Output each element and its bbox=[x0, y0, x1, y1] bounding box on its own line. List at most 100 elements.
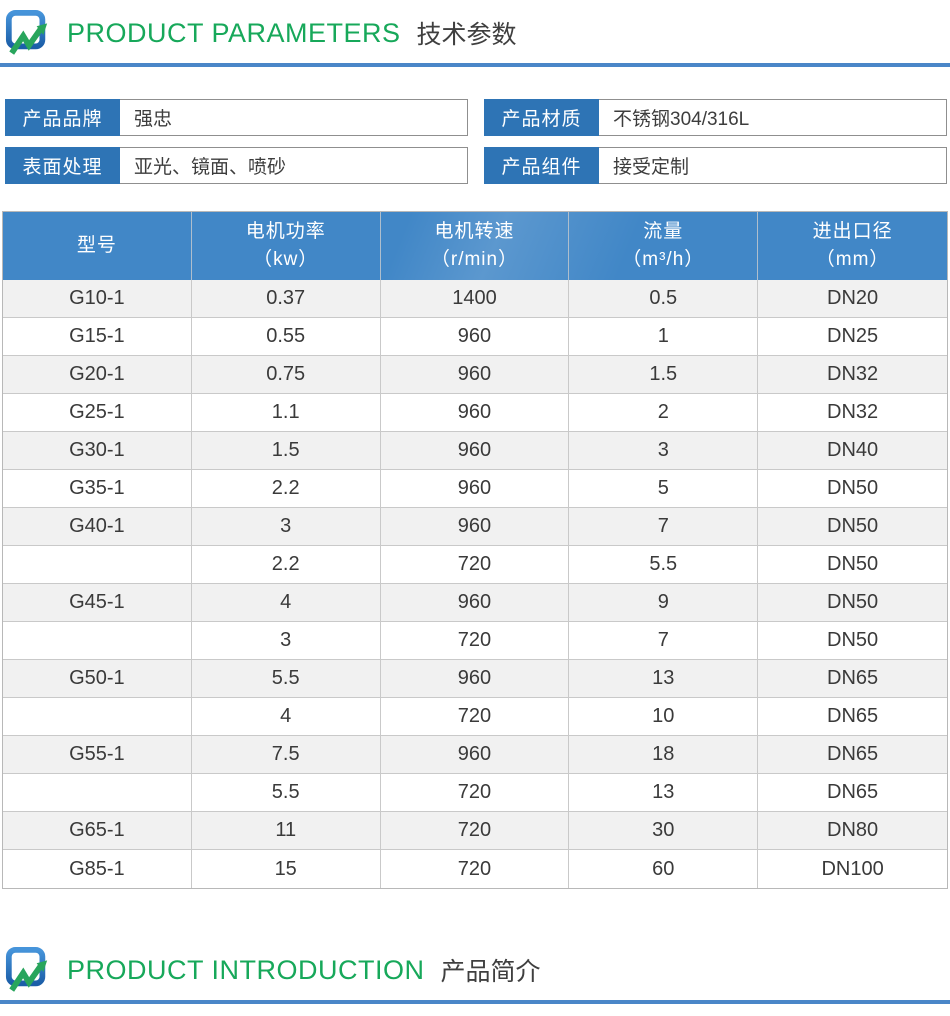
header-cell-power: 电机功率 （kw） bbox=[192, 212, 381, 280]
table-row: G15-1 0.55 960 1 DN25 bbox=[3, 318, 947, 356]
table-cell bbox=[3, 774, 192, 811]
field-label: 产品组件 bbox=[484, 147, 599, 184]
table-cell: G85-1 bbox=[3, 850, 192, 888]
table-cell: 1400 bbox=[381, 280, 570, 317]
table-cell: 13 bbox=[569, 774, 759, 811]
section-title-zh: 产品简介 bbox=[440, 958, 541, 986]
section-head: PRODUCT INTRODUCTION 产品简介 bbox=[0, 937, 950, 993]
section-title-zh: 技术参数 bbox=[416, 21, 517, 49]
table-cell: DN50 bbox=[827, 553, 879, 575]
header-title: 电机转速 bbox=[434, 221, 515, 243]
table-row: G85-1 15 720 60 DN100 bbox=[3, 850, 947, 888]
table-cell: 2.2 bbox=[192, 470, 381, 507]
table-cell: DN32 bbox=[827, 363, 879, 385]
header-unit: （r/min） bbox=[430, 249, 519, 270]
table-cell: DN65 bbox=[827, 743, 879, 765]
table-row: 5.5 720 13 DN65 bbox=[3, 774, 947, 812]
table-cell: DN50 bbox=[827, 477, 879, 499]
header-title: 进出口径 bbox=[812, 221, 893, 243]
table-cell bbox=[3, 546, 192, 583]
table-cell: G45-1 bbox=[3, 584, 192, 621]
section-title-en: PRODUCT PARAMETERS bbox=[67, 17, 401, 48]
table-cell: 5.5 bbox=[569, 546, 759, 583]
header-unit: （kw） bbox=[253, 249, 319, 270]
field-brand: 产品品牌 强忠 bbox=[5, 99, 468, 136]
table-cell: DN25 bbox=[827, 325, 879, 347]
table-row: G35-1 2.2 960 5 DN50 bbox=[3, 470, 947, 508]
field-value: 亚光、镜面、喷砂 bbox=[120, 147, 468, 184]
field-components: 产品组件 接受定制 bbox=[484, 147, 947, 184]
field-label: 产品材质 bbox=[484, 99, 599, 136]
table-cell: 1.5 bbox=[569, 356, 759, 393]
section-divider bbox=[0, 63, 950, 67]
brand-logo-icon bbox=[5, 947, 48, 992]
parameters-section-header: PRODUCT PARAMETERS 技术参数 bbox=[0, 0, 950, 67]
section-head: PRODUCT PARAMETERS 技术参数 bbox=[0, 0, 950, 56]
table-cell: G50-1 bbox=[3, 660, 192, 697]
table-cell: 15 bbox=[192, 850, 381, 888]
table-cell bbox=[3, 622, 192, 659]
section-divider bbox=[0, 1000, 950, 1004]
table-cell: 720 bbox=[381, 698, 570, 735]
table-cell: 7.5 bbox=[192, 736, 381, 773]
table-cell: 3 bbox=[192, 622, 381, 659]
brand-logo-icon bbox=[5, 10, 48, 55]
table-cell: G10-1 bbox=[3, 280, 192, 317]
table-cell: 60 bbox=[569, 850, 759, 888]
table-cell: 30 bbox=[569, 812, 759, 849]
product-fields: 产品品牌 强忠 产品材质 不锈钢304/316L 表面处理 亚光、镜面、喷砂 产… bbox=[5, 99, 947, 184]
table-row: 4 720 10 DN65 bbox=[3, 698, 947, 736]
table-cell: 960 bbox=[381, 318, 570, 355]
table-cell: 720 bbox=[381, 546, 570, 583]
table-header-row: 型号 电机功率 （kw） 电机转速 （r/min） 流量 （m³/h） 进出口径… bbox=[3, 212, 947, 280]
table-row: G50-1 5.5 960 13 DN65 bbox=[3, 660, 947, 698]
table-cell: 960 bbox=[381, 470, 570, 507]
table-cell: 960 bbox=[381, 736, 570, 773]
table-cell: G35-1 bbox=[3, 470, 192, 507]
table-row: 2.2 720 5.5 DN50 bbox=[3, 546, 947, 584]
table-cell: 1 bbox=[569, 318, 759, 355]
table-cell: 960 bbox=[381, 508, 570, 545]
table-cell: 4 bbox=[192, 584, 381, 621]
table-cell: 5.5 bbox=[192, 774, 381, 811]
field-value: 强忠 bbox=[120, 99, 468, 136]
table-cell: 960 bbox=[381, 356, 570, 393]
field-value: 不锈钢304/316L bbox=[599, 99, 947, 136]
table-cell: 1.1 bbox=[192, 394, 381, 431]
header-cell-port: 进出口径 （mm） bbox=[758, 212, 947, 280]
table-row: G45-1 4 960 9 DN50 bbox=[3, 584, 947, 622]
header-title: 电机功率 bbox=[245, 221, 326, 243]
table-cell: 960 bbox=[381, 394, 570, 431]
table-cell: 11 bbox=[192, 812, 381, 849]
field-label: 产品品牌 bbox=[5, 99, 120, 136]
table-cell: G40-1 bbox=[3, 508, 192, 545]
table-row: G10-1 0.37 1400 0.5 DN20 bbox=[3, 280, 947, 318]
table-cell: 0.75 bbox=[192, 356, 381, 393]
table-cell: 7 bbox=[569, 622, 759, 659]
introduction-section-header: PRODUCT INTRODUCTION 产品简介 bbox=[0, 937, 950, 1004]
table-cell: 13 bbox=[569, 660, 759, 697]
table-cell: 3 bbox=[192, 508, 381, 545]
table-cell: 1.5 bbox=[192, 432, 381, 469]
table-cell: DN65 bbox=[827, 705, 879, 727]
table-cell bbox=[3, 698, 192, 735]
table-cell: 10 bbox=[569, 698, 759, 735]
header-title: 流量 bbox=[643, 221, 684, 243]
table-cell: 2 bbox=[569, 394, 759, 431]
field-value: 接受定制 bbox=[599, 147, 947, 184]
table-cell: 720 bbox=[381, 850, 570, 888]
table-cell: G55-1 bbox=[3, 736, 192, 773]
table-row: G55-1 7.5 960 18 DN65 bbox=[3, 736, 947, 774]
table-row: G25-1 1.1 960 2 DN32 bbox=[3, 394, 947, 432]
table-cell: 2.2 bbox=[192, 546, 381, 583]
table-cell: G25-1 bbox=[3, 394, 192, 431]
section-title-en: PRODUCT INTRODUCTION bbox=[67, 954, 425, 985]
table-cell: DN50 bbox=[827, 629, 879, 651]
table-cell: DN20 bbox=[827, 287, 879, 309]
table-cell: 960 bbox=[381, 432, 570, 469]
table-row: 3 720 7 DN50 bbox=[3, 622, 947, 660]
table-cell: 5.5 bbox=[192, 660, 381, 697]
table-cell: 3 bbox=[569, 432, 759, 469]
spec-table: 型号 电机功率 （kw） 电机转速 （r/min） 流量 （m³/h） 进出口径… bbox=[2, 211, 948, 889]
header-unit: （mm） bbox=[815, 249, 890, 270]
